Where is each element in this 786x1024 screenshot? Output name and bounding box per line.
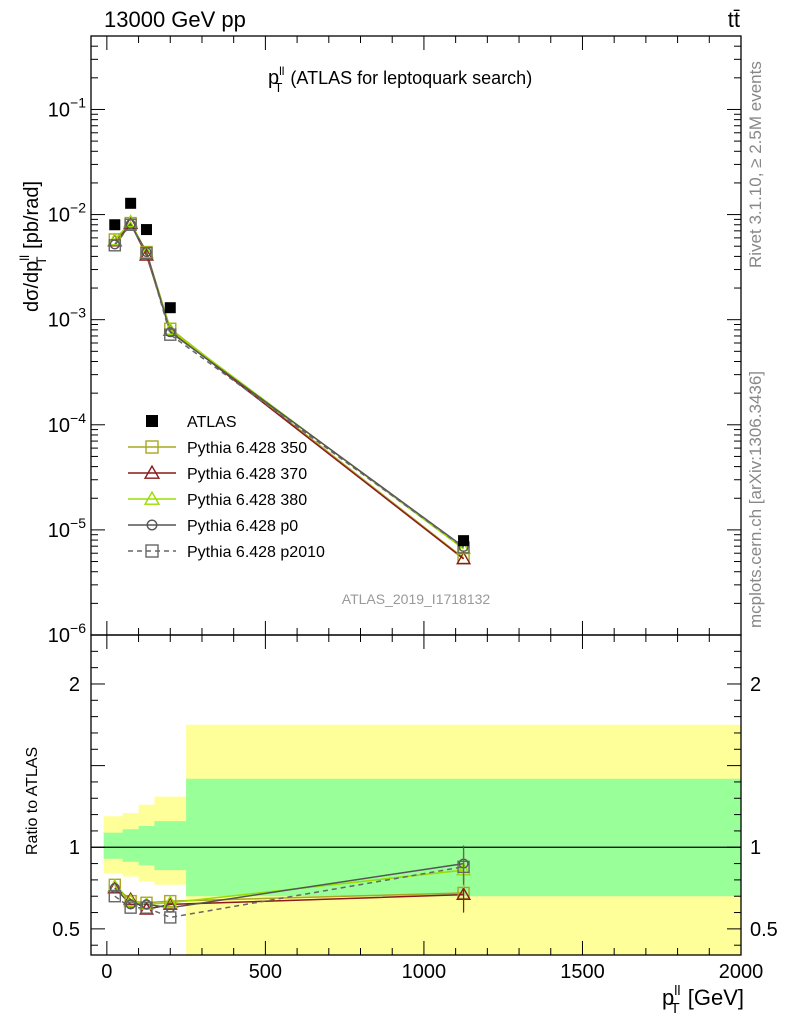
ratio-point-5-2 <box>124 901 137 914</box>
legend-marker-data <box>146 415 158 427</box>
main-ytick-label-5: 10−2 <box>48 200 86 227</box>
legend: ATLAS Pythia 6.428 350 Pythia 6.428 370 Pyt… <box>128 414 325 561</box>
ratio-y-axis-label: Ratio to ATLAS <box>24 747 41 855</box>
chart-title-text: (ATLAS for leptoquark search) <box>290 68 532 88</box>
ratio-point-3-4 <box>162 895 178 909</box>
ratio-point-3-2 <box>123 893 139 907</box>
ratio-point-2-2 <box>123 891 139 905</box>
main-ytick-label-1: 10−6 <box>48 620 86 647</box>
ratio-band-inner <box>103 778 741 897</box>
x-axis-label: pll T [GeV] <box>662 982 744 1017</box>
atlas-point-3 <box>140 224 152 236</box>
series-point-4-4 <box>165 327 176 338</box>
legend-label-5: Pythia 6.428 p2010 <box>187 544 325 561</box>
series-point-2-5 <box>456 551 472 565</box>
series-point-5-1 <box>108 239 121 252</box>
series-markers <box>107 214 472 924</box>
series-point-3-3 <box>138 245 155 259</box>
legend-label-3: Pythia 6.428 380 <box>187 492 307 509</box>
axis-tick-labels: 10−6 10−5 10−4 10−3 10−2 10−1 0.5 0.5 1 1 2 2 0 500 10… <box>48 94 778 983</box>
legend-label-2: Pythia 6.428 370 <box>187 466 307 483</box>
legend-marker-4 <box>146 519 158 531</box>
xtick-label-5: 2000 <box>719 961 764 983</box>
series-point-5-4 <box>164 328 177 341</box>
series-line-5 <box>114 223 465 549</box>
ratio-ytick-label-right-2: 1 <box>750 837 761 859</box>
main-y-axis-label: dσ/dpllT [pb/rad] <box>17 181 49 312</box>
ratio-ytick-label-right-1: 0.5 <box>750 919 778 941</box>
legend-label-1: Pythia 6.428 350 <box>187 440 307 457</box>
legend-marker-1 <box>145 440 159 454</box>
ratio-ytick-label-left-3: 2 <box>69 674 80 696</box>
ratio-point-4-3 <box>141 899 152 910</box>
ratio-point-5-1 <box>108 890 121 903</box>
ratio-ytick-label-left-2: 1 <box>69 837 80 859</box>
ratio-ytick-label-right-3: 2 <box>750 674 761 696</box>
xtick-label-1: 0 <box>101 961 112 983</box>
header-right: tt̄ <box>728 7 740 32</box>
ratio-point-5-3 <box>140 901 153 914</box>
series-point-5-2 <box>124 218 137 231</box>
legend-marker-3 <box>143 490 161 505</box>
atlas-data-points <box>109 197 470 547</box>
main-ytick-label-2: 10−5 <box>48 515 86 542</box>
atlas-point-5 <box>458 535 470 547</box>
xtick-label-4: 1500 <box>560 961 605 983</box>
ratio-point-4-1 <box>109 882 120 894</box>
mcplots-reference-label: mcplots.cern.ch [arXiv:1306.3436] <box>746 370 765 628</box>
analysis-id: ATLAS_2019_I1718132 <box>342 591 491 607</box>
main-ytick-label-6: 10−1 <box>48 94 86 121</box>
legend-marker-5 <box>145 544 159 558</box>
main-ytick-label-3: 10−4 <box>48 410 86 437</box>
atlas-point-1 <box>109 219 121 231</box>
series-point-5-3 <box>140 246 153 260</box>
ratio-uncertainty-bands <box>103 724 741 955</box>
ratio-ytick-label-left-1: 0.5 <box>52 919 80 941</box>
axis-ticks <box>91 35 742 955</box>
chart-title: pll T (ATLAS for leptoquark search) <box>268 64 532 95</box>
header-left: 13000 GeV pp <box>104 7 246 32</box>
xtick-label-2: 500 <box>249 961 282 983</box>
ratio-point-4-2 <box>125 899 136 910</box>
ratio-panel-frame <box>90 634 742 956</box>
atlas-point-2 <box>125 197 137 209</box>
legend-label-4: Pythia 6.428 p0 <box>187 518 298 535</box>
atlas-point-4 <box>164 302 176 314</box>
legend-marker-2 <box>143 464 161 479</box>
main-ytick-label-4: 10−3 <box>48 305 86 332</box>
legend-label-0: ATLAS <box>187 414 237 431</box>
rivet-version-label: Rivet 3.1.10, ≥ 2.5M events <box>746 61 765 268</box>
ratio-point-2-4 <box>162 896 178 910</box>
ratio-point-5-4 <box>164 911 177 924</box>
xtick-label-3: 1000 <box>402 961 447 983</box>
